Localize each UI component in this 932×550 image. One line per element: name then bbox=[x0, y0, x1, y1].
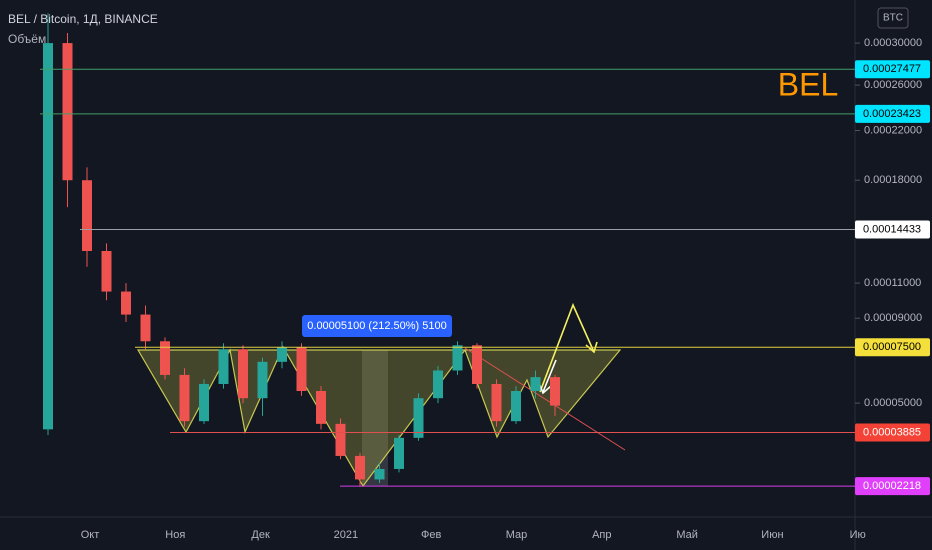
candle-body bbox=[335, 423, 346, 456]
candle-body bbox=[316, 390, 326, 424]
candle-body bbox=[355, 455, 365, 480]
candle-body bbox=[413, 398, 424, 438]
level-label-box bbox=[855, 338, 930, 357]
level-label-box bbox=[855, 104, 930, 123]
y-tick-label: 0.00005000 bbox=[864, 397, 922, 409]
x-tick-label: 2021 bbox=[334, 529, 358, 541]
level-label-box bbox=[855, 220, 930, 239]
x-tick-label: Ноя bbox=[165, 529, 185, 541]
x-tick-label: Дек bbox=[251, 529, 270, 541]
candle-body bbox=[121, 291, 131, 315]
level-label-box bbox=[855, 60, 930, 79]
level-label: 0.00023423 bbox=[863, 108, 921, 120]
candle-body bbox=[62, 43, 73, 181]
candle-body bbox=[433, 370, 443, 399]
candle-body bbox=[238, 349, 248, 399]
candles bbox=[43, 13, 560, 487]
range-band bbox=[362, 350, 388, 486]
annotation: 0.00005100 (212.50%) 5100 bbox=[307, 320, 446, 332]
candle-body bbox=[550, 377, 560, 406]
level-label: 0.00007500 bbox=[863, 341, 921, 353]
candle-body bbox=[199, 383, 209, 422]
candle-body bbox=[374, 468, 385, 480]
candle-body bbox=[472, 345, 482, 384]
x-tick-label: Мар bbox=[506, 529, 528, 541]
y-tick-label: 0.00022000 bbox=[864, 124, 922, 136]
chart-title: BEL / Bitcoin, 1Д, BINANCE bbox=[8, 12, 158, 26]
level-label-box bbox=[855, 423, 930, 442]
x-tick-label: Окт bbox=[81, 529, 100, 541]
x-tick-label: Май bbox=[676, 529, 698, 541]
level-label: 0.00027477 bbox=[863, 63, 921, 75]
candle-body bbox=[296, 347, 307, 391]
level-label: 0.00002218 bbox=[863, 480, 921, 492]
x-tick-label: Ию bbox=[850, 529, 866, 541]
candle-body bbox=[394, 437, 404, 469]
y-tick-label: 0.00018000 bbox=[864, 174, 922, 186]
annotation-box bbox=[302, 315, 452, 337]
candle-body bbox=[257, 361, 268, 399]
y-tick-label: 0.00030000 bbox=[864, 37, 922, 49]
x-tick-label: Апр bbox=[592, 529, 611, 541]
candle-body bbox=[530, 377, 541, 391]
forecast-arrow bbox=[539, 302, 595, 393]
pointer-arrow bbox=[542, 359, 557, 393]
y-tick-label: 0.00011000 bbox=[864, 277, 921, 289]
x-tick-label: Июн bbox=[761, 529, 783, 541]
candle-body bbox=[218, 349, 229, 384]
y-tick-label: 0.00026000 bbox=[864, 79, 922, 91]
currency-button[interactable] bbox=[877, 7, 909, 29]
candle-body bbox=[140, 314, 151, 342]
candle-body bbox=[452, 345, 463, 371]
candle-body bbox=[43, 43, 53, 430]
candle-body bbox=[277, 347, 287, 362]
candle-body bbox=[82, 180, 92, 251]
candle-body bbox=[160, 341, 170, 375]
volume-label: Объём bbox=[8, 32, 46, 46]
candle-body bbox=[511, 390, 521, 422]
level-label: 0.00003885 bbox=[863, 426, 921, 438]
currency[interactable]: BTC bbox=[883, 13, 903, 24]
x-tick-label: Фев bbox=[421, 529, 441, 541]
candle-body bbox=[101, 250, 112, 292]
symbol-label: BEL bbox=[778, 66, 838, 102]
level-label-box bbox=[855, 477, 930, 496]
candle-body bbox=[179, 374, 190, 422]
candle-body bbox=[491, 383, 502, 422]
level-label: 0.00014433 bbox=[863, 223, 921, 235]
price-levels: 0.00027477 0.00023423 0.00014433 0.00007500… bbox=[40, 60, 930, 496]
y-tick-label: 0.00009000 bbox=[864, 312, 922, 324]
